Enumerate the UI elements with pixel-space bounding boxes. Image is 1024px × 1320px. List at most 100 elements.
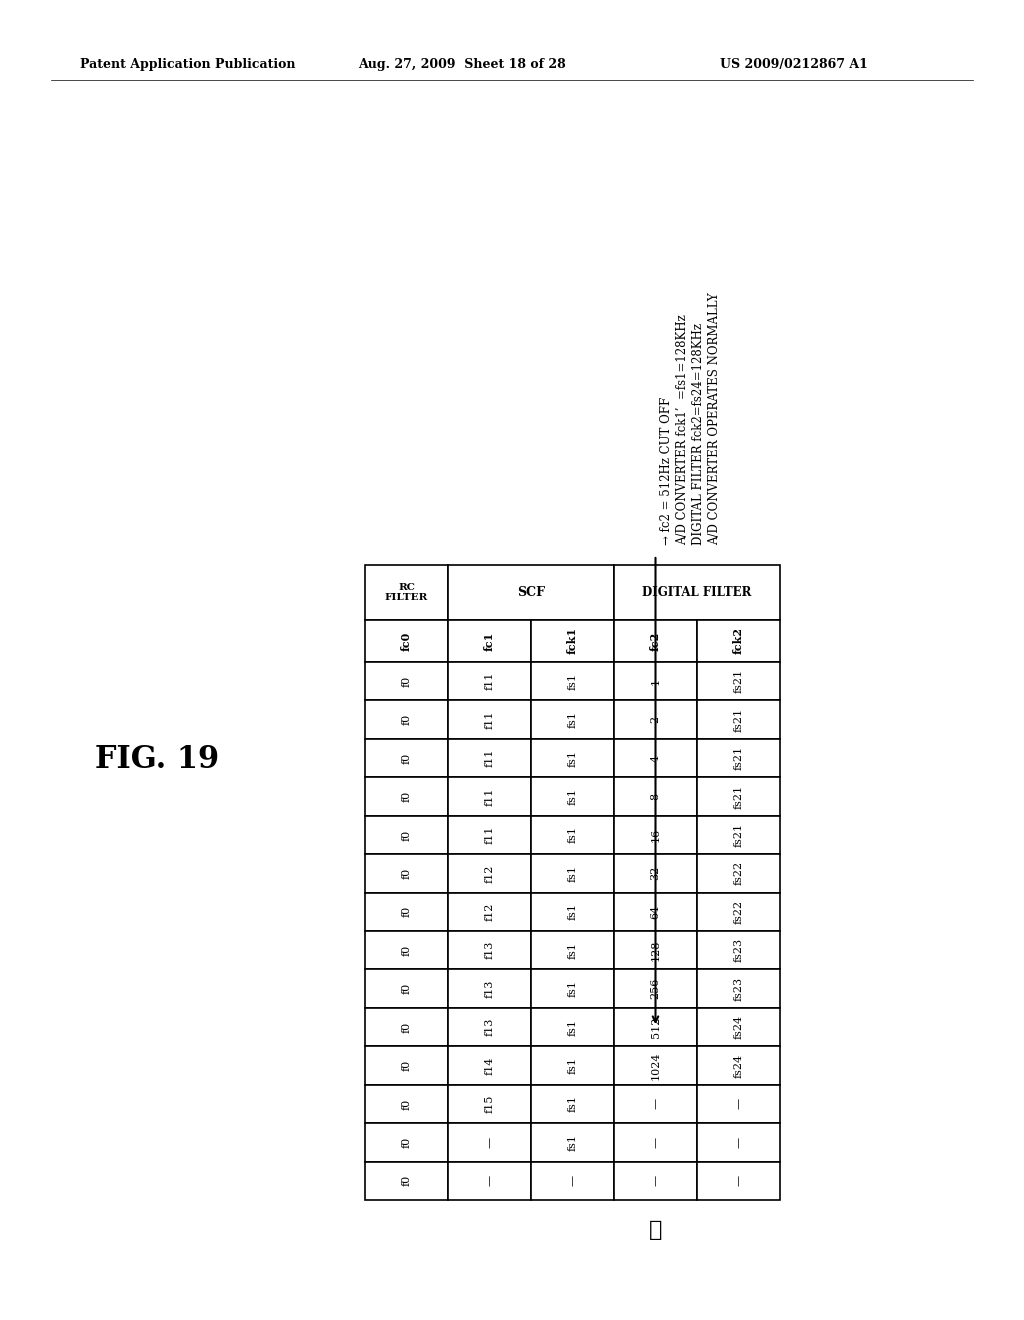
Text: 256: 256 xyxy=(650,978,660,999)
Bar xyxy=(614,1085,697,1123)
Text: f0: f0 xyxy=(401,1137,412,1148)
Bar xyxy=(365,620,449,663)
Bar xyxy=(697,892,780,931)
Text: —: — xyxy=(650,1098,660,1110)
Text: f0: f0 xyxy=(401,1175,412,1187)
Bar xyxy=(614,1008,697,1047)
Text: fs21: fs21 xyxy=(733,746,743,770)
Text: f0: f0 xyxy=(401,676,412,686)
Text: 64: 64 xyxy=(650,904,660,919)
Bar xyxy=(614,663,697,701)
Bar xyxy=(365,1085,449,1123)
Bar xyxy=(449,620,531,663)
Bar xyxy=(697,663,780,701)
Text: 128: 128 xyxy=(650,940,660,961)
Text: fs22: fs22 xyxy=(733,900,743,924)
Text: fc1: fc1 xyxy=(484,631,495,651)
Text: —: — xyxy=(484,1175,495,1187)
Bar xyxy=(449,892,531,931)
Bar xyxy=(614,816,697,854)
Text: → fc2 = 512Hz CUT OFF: → fc2 = 512Hz CUT OFF xyxy=(660,397,674,545)
Text: fs21: fs21 xyxy=(733,708,743,731)
Text: A/D CONVERTER fck1’  =fs1=128KHz: A/D CONVERTER fck1’ =fs1=128KHz xyxy=(677,314,689,545)
Text: US 2009/0212867 A1: US 2009/0212867 A1 xyxy=(720,58,868,71)
Bar xyxy=(365,816,449,854)
Text: fck2: fck2 xyxy=(733,627,744,655)
Bar xyxy=(531,701,614,739)
Text: ☆: ☆ xyxy=(649,1218,663,1241)
Bar xyxy=(531,854,614,892)
Bar xyxy=(449,777,531,816)
Text: fs1: fs1 xyxy=(567,903,578,920)
Text: fs21: fs21 xyxy=(733,669,743,693)
Bar xyxy=(531,1123,614,1162)
Bar xyxy=(531,931,614,969)
Text: f0: f0 xyxy=(401,906,412,917)
Bar xyxy=(697,1085,780,1123)
Text: f0: f0 xyxy=(401,1022,412,1032)
Bar xyxy=(697,854,780,892)
Bar xyxy=(531,1047,614,1085)
Text: fs21: fs21 xyxy=(733,822,743,847)
Text: 1024: 1024 xyxy=(650,1051,660,1080)
Text: —: — xyxy=(733,1098,743,1110)
Bar xyxy=(449,1162,531,1200)
Bar xyxy=(365,1162,449,1200)
Bar xyxy=(365,931,449,969)
Bar xyxy=(365,701,449,739)
Text: fs1: fs1 xyxy=(567,865,578,882)
Bar xyxy=(614,1162,697,1200)
Text: f0: f0 xyxy=(401,791,412,803)
Text: 4: 4 xyxy=(650,755,660,762)
Text: —: — xyxy=(650,1137,660,1148)
Text: f0: f0 xyxy=(401,714,412,725)
Text: fs1: fs1 xyxy=(567,750,578,767)
Bar xyxy=(614,1123,697,1162)
Bar xyxy=(449,701,531,739)
Bar xyxy=(697,1123,780,1162)
Bar xyxy=(449,931,531,969)
Text: fs1: fs1 xyxy=(567,1019,578,1036)
Text: —: — xyxy=(484,1137,495,1148)
Bar xyxy=(365,1123,449,1162)
Bar xyxy=(531,1085,614,1123)
Text: 16: 16 xyxy=(650,828,660,842)
Bar xyxy=(449,854,531,892)
Text: fs1: fs1 xyxy=(567,1057,578,1074)
Bar xyxy=(614,701,697,739)
Bar xyxy=(449,816,531,854)
Text: 32: 32 xyxy=(650,866,660,880)
Text: fck1: fck1 xyxy=(567,627,578,655)
Text: f0: f0 xyxy=(401,983,412,994)
Text: fs23: fs23 xyxy=(733,939,743,962)
Bar xyxy=(365,892,449,931)
Text: f15: f15 xyxy=(484,1094,495,1113)
Text: fs1: fs1 xyxy=(567,673,578,690)
Text: f13: f13 xyxy=(484,979,495,998)
Text: fc0: fc0 xyxy=(401,631,412,651)
Text: f0: f0 xyxy=(401,1060,412,1071)
Bar xyxy=(365,1047,449,1085)
Text: f0: f0 xyxy=(401,1098,412,1110)
Bar xyxy=(365,1008,449,1047)
Bar xyxy=(449,565,614,620)
Text: fs21: fs21 xyxy=(733,784,743,809)
Bar xyxy=(365,777,449,816)
Bar xyxy=(449,969,531,1008)
Bar xyxy=(449,739,531,777)
Text: f13: f13 xyxy=(484,1018,495,1036)
Text: fs1: fs1 xyxy=(567,788,578,805)
Bar xyxy=(614,892,697,931)
Text: fs1: fs1 xyxy=(567,1096,578,1113)
Text: DIGITAL FILTER fck2=fs24=128KHz: DIGITAL FILTER fck2=fs24=128KHz xyxy=(692,323,706,545)
Bar xyxy=(614,1047,697,1085)
Bar xyxy=(531,969,614,1008)
Bar xyxy=(449,1085,531,1123)
Bar xyxy=(697,1008,780,1047)
Bar xyxy=(365,565,449,620)
Text: fs1: fs1 xyxy=(567,826,578,843)
Bar xyxy=(449,663,531,701)
Bar xyxy=(697,777,780,816)
Text: FIG. 19: FIG. 19 xyxy=(95,744,219,776)
Text: f11: f11 xyxy=(484,787,495,805)
